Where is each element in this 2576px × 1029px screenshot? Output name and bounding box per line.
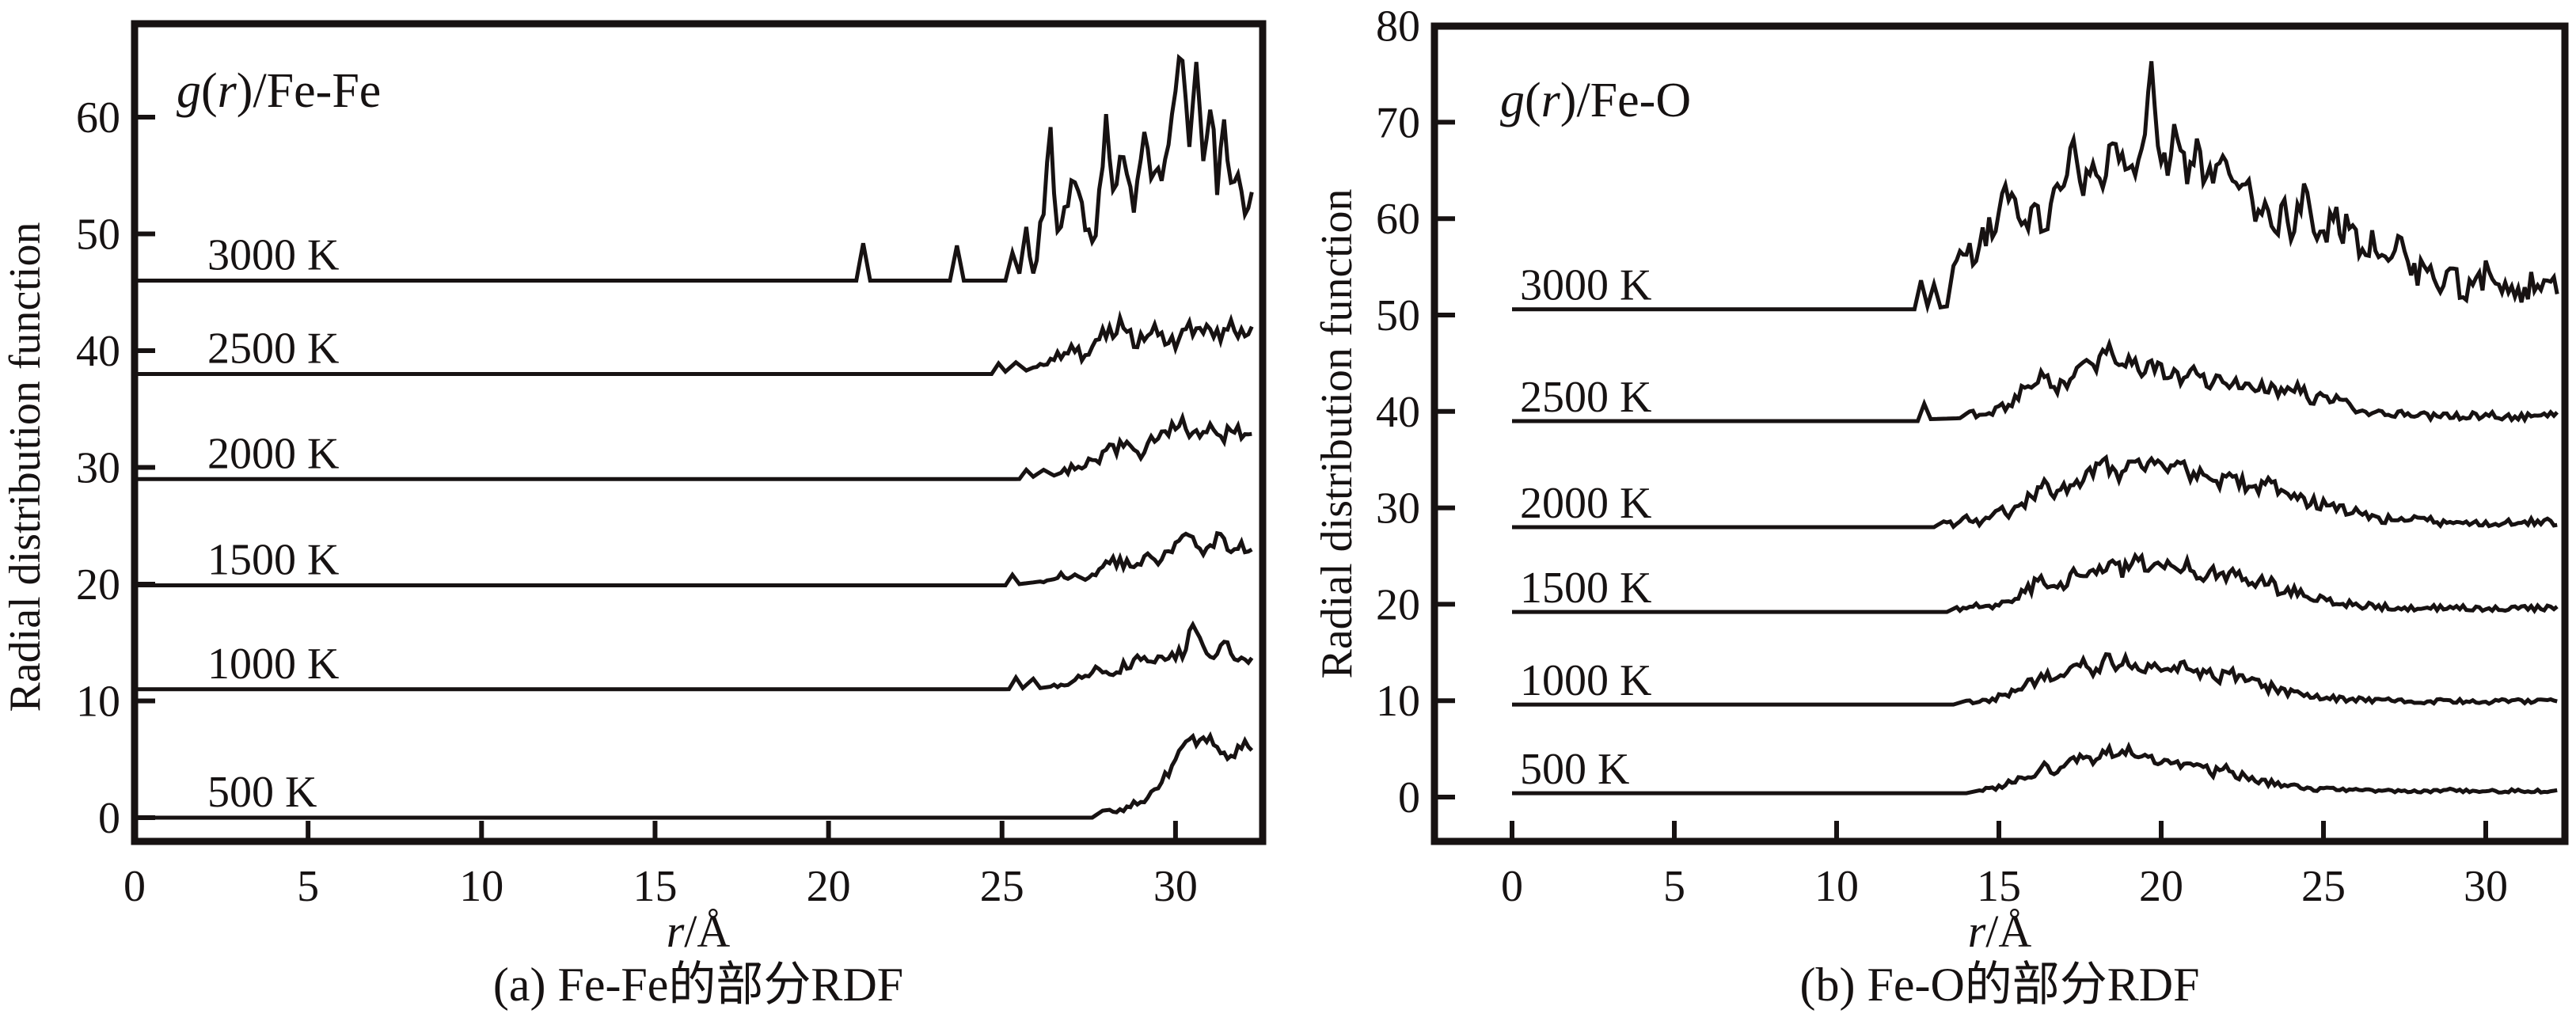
curve-b-3000K (1512, 61, 2559, 314)
x-tick-label-a-5: 5 (297, 862, 319, 911)
x-tick-label-b-30: 30 (2464, 862, 2508, 911)
title-a-pair: /Fe-Fe (253, 64, 382, 118)
panel-b: 3000 K 2500 K 2000 K 1500 K 1000 K 500 K 0 5 10 1… (1376, 2, 2569, 911)
y-tick-label-b-0: 0 (1398, 773, 1420, 822)
xlabel-b-unit: /Å (1985, 906, 2032, 957)
y-tick-label-b-40: 40 (1376, 388, 1420, 437)
curve-b-1000K (1512, 651, 2558, 707)
panel-a-title: g(r)/Fe-Fe (177, 66, 381, 116)
curve-label-a-1500K: 1500 K (207, 536, 339, 585)
y-tick-label-b-80: 80 (1376, 2, 1420, 51)
title-a-close: ) (236, 64, 253, 118)
curve-b-2000K (1512, 454, 2558, 530)
title-b-close: ) (1560, 74, 1577, 127)
title-b-pair: /Fe-O (1576, 74, 1692, 127)
curve-b-2500K (1512, 337, 2559, 424)
curve-a-2500K (135, 309, 1254, 376)
curve-b-1500K (1512, 551, 2559, 614)
curve-b-500K (1512, 741, 2558, 795)
y-tick-label-b-60: 60 (1376, 195, 1420, 244)
title-b-r: r (1541, 74, 1560, 127)
x-tick-label-b-10: 10 (1814, 862, 1859, 911)
y-tick-label-b-10: 10 (1376, 677, 1420, 726)
curve-a-500K (135, 731, 1254, 820)
y-tick-label-b-30: 30 (1376, 484, 1420, 533)
curves-group-b (1512, 61, 2559, 795)
curve-label-b-1500K: 1500 K (1520, 564, 1651, 613)
panel-b-y-axis-label: Radial distribution function (1313, 188, 1362, 679)
curve-label-b-1000K: 1000 K (1520, 656, 1651, 705)
y-tick-label-b-70: 70 (1376, 98, 1420, 147)
y-tick-label-a-30: 30 (76, 444, 120, 493)
curve-label-b-2500K: 2500 K (1520, 373, 1651, 422)
curve-label-a-2500K: 2500 K (207, 325, 339, 374)
y-tick-label-b-50: 50 (1376, 291, 1420, 340)
y-tick-label-a-20: 20 (76, 560, 120, 609)
x-tick-label-b-20: 20 (2139, 862, 2183, 911)
y-tick-label-a-60: 60 (76, 93, 120, 142)
panel-b-caption: (b) Fe-O的部分RDF (1799, 959, 2200, 1011)
x-tick-label-a-15: 15 (633, 862, 677, 911)
curves-group-a (135, 53, 1254, 820)
plot-frame-b (1430, 22, 2569, 845)
curve-label-b-3000K: 3000 K (1520, 261, 1651, 310)
panel-a-caption: (a) Fe-Fe的部分RDF (492, 959, 904, 1011)
panel-a-y-axis-label: Radial distribution function (1, 222, 50, 712)
x-tick-label-b-25: 25 (2301, 862, 2346, 911)
curve-label-b-500K: 500 K (1520, 745, 1629, 794)
curve-label-a-500K: 500 K (207, 768, 317, 817)
x-tick-label-b-5: 5 (1663, 862, 1685, 911)
x-tick-label-a-20: 20 (807, 862, 851, 911)
xlabel-a-unit: /Å (684, 906, 731, 957)
y-tick-label-a-10: 10 (76, 678, 120, 727)
panel-a-x-axis-label: r/Å (667, 909, 731, 955)
x-tick-label-a-30: 30 (1153, 862, 1198, 911)
y-tick-label-a-50: 50 (76, 211, 120, 260)
xlabel-a-r: r (666, 906, 685, 957)
curve-a-2000K (135, 411, 1252, 481)
x-tick-label-b-0: 0 (1501, 862, 1523, 911)
plot-frame-a (131, 20, 1267, 845)
y-tick-label-a-40: 40 (76, 327, 120, 376)
xlabel-b-r: r (1967, 906, 1986, 957)
curve-a-3000K (135, 53, 1254, 283)
curve-a-1000K (135, 620, 1254, 692)
x-tick-label-a-10: 10 (459, 862, 503, 911)
x-tick-label-a-25: 25 (980, 862, 1024, 911)
y-tick-label-a-0: 0 (98, 794, 120, 843)
panel-a: 3000 K 2500 K 2000 K 1500 K 1000 K 500 K 0 5 10 1… (76, 20, 1267, 911)
curve-label-a-1000K: 1000 K (207, 640, 339, 689)
curve-label-a-3000K: 3000 K (207, 231, 339, 280)
curve-a-1500K (135, 530, 1253, 587)
title-a-g: g (177, 64, 201, 118)
title-b-g: g (1500, 74, 1525, 127)
title-a-r: r (217, 64, 237, 118)
x-tick-label-b-15: 15 (1977, 862, 2021, 911)
curve-label-a-2000K: 2000 K (207, 429, 339, 478)
title-b-open: ( (1525, 74, 1541, 127)
y-tick-label-b-20: 20 (1376, 580, 1420, 629)
panel-b-x-axis-label: r/Å (1968, 909, 2032, 955)
panel-b-title: g(r)/Fe-O (1500, 76, 1691, 125)
title-a-open: ( (201, 64, 218, 118)
x-tick-label-a-0: 0 (123, 862, 146, 911)
curve-label-b-2000K: 2000 K (1520, 479, 1651, 528)
